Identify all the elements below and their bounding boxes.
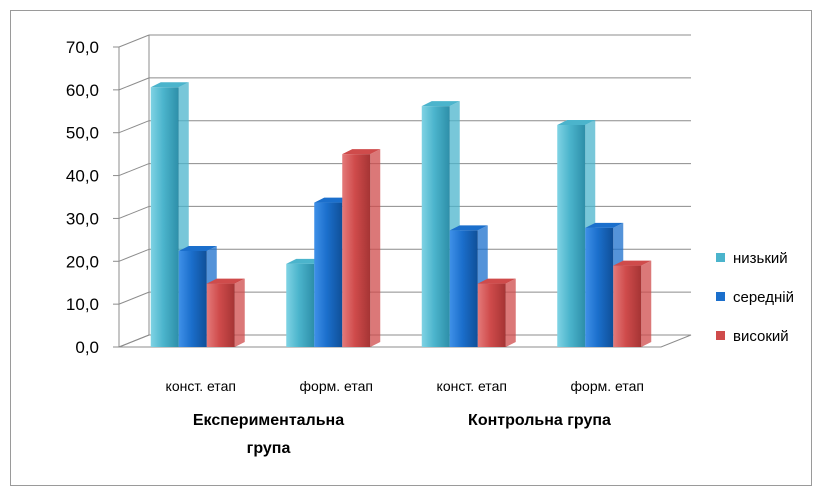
bar-top [342, 149, 381, 155]
bar-front [314, 202, 343, 347]
bar-0-0 [150, 82, 189, 348]
bar-side [234, 278, 245, 347]
bar-top [585, 222, 624, 228]
y-tick-label: 10,0 [66, 295, 99, 314]
legend: низький середній високий [716, 250, 794, 345]
group-label-line2: група [247, 440, 291, 457]
bar-front [585, 227, 614, 347]
gridline-side [118, 34, 150, 48]
legend-swatch [716, 253, 725, 262]
y-tick-label: 50,0 [66, 124, 99, 143]
group-label: Контрольна група [468, 412, 611, 429]
y-tick-label: 20,0 [66, 252, 99, 271]
legend-label: високий [733, 328, 789, 345]
x-category-label: конст. етап [166, 378, 236, 394]
bar-top [477, 278, 516, 284]
legend-label: середній [733, 289, 794, 306]
bar-top [613, 260, 652, 266]
bar-2-2 [477, 278, 516, 347]
bar-front [286, 263, 315, 347]
y-tick-label: 30,0 [66, 209, 99, 228]
bar-chart: 0,0 10,0 20,0 30,0 40,0 50,0 60,0 70,0 конст. е… [66, 34, 794, 457]
bar-side [505, 278, 516, 347]
bar-top [178, 246, 217, 251]
bar-top [449, 225, 488, 231]
x-category-label: форм. етап [300, 378, 373, 394]
chart-area: 0,0 10,0 20,0 30,0 40,0 50,0 60,0 70,0 конст. е… [10, 10, 812, 486]
x-axis-labels: конст. етап форм. етап конст. етап форм. ет… [166, 378, 644, 457]
gridline-side [118, 163, 150, 177]
bar-2-3 [613, 260, 652, 347]
bar-2-1 [342, 149, 381, 347]
y-axis: 0,0 10,0 20,0 30,0 40,0 50,0 60,0 70,0 [66, 35, 692, 357]
y-tick-label: 40,0 [66, 167, 99, 186]
bar-front [150, 87, 179, 348]
bar-front [557, 125, 586, 347]
group-label: Експериментальна [193, 412, 344, 429]
x-category-label: конст. етап [437, 378, 507, 394]
bar-front [449, 230, 478, 347]
gridline-side [118, 77, 150, 91]
bar-top [421, 101, 460, 107]
bar-top [206, 278, 245, 284]
gridline-side [118, 120, 150, 134]
bar-front [613, 265, 642, 347]
bar-front [421, 106, 450, 348]
gridline-side [118, 205, 150, 219]
gridline-side [118, 248, 150, 262]
bar-top [150, 82, 189, 88]
legend-swatch [716, 331, 725, 340]
bars [150, 82, 652, 348]
y-tick-label: 70,0 [66, 38, 99, 57]
x-category-label: форм. етап [571, 378, 644, 394]
bar-top [557, 120, 596, 125]
gridline-side [118, 291, 150, 305]
bar-front [342, 154, 371, 347]
bar-2-0 [206, 278, 245, 347]
bar-side [370, 149, 381, 347]
legend-swatch [716, 292, 725, 301]
bar-front [477, 283, 506, 347]
y-tick-label: 60,0 [66, 81, 99, 100]
bar-front [178, 251, 207, 347]
bar-side [641, 260, 652, 347]
bar-front [206, 283, 235, 347]
y-tick-label: 0,0 [75, 338, 99, 357]
legend-label: низький [733, 250, 788, 267]
